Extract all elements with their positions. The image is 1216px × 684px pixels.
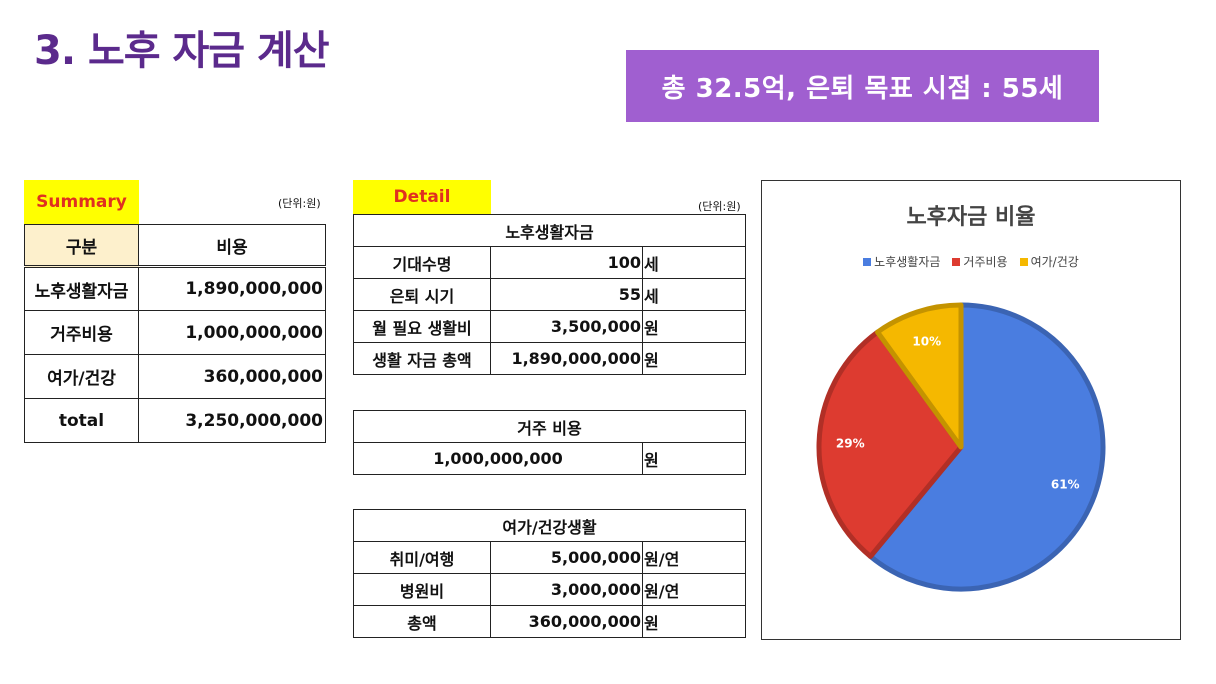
detail-row-unit: 원/연 [642,573,746,606]
housing-cost-header: 거주 비용 [353,410,746,443]
living-cost-header: 노후생활자금 [353,214,746,247]
housing-cost-value: 1,000,000,000 [353,442,643,475]
table-row: 월 필요 생활비 3,500,000 원 [353,310,746,343]
table-row: 취미/여행 5,000,000 원/연 [353,541,746,574]
summary-row-value: 1,890,000,000 [138,266,326,311]
table-row: 은퇴 시기 55 세 [353,278,746,311]
page-title: 3. 노후 자금 계산 [34,28,330,74]
legend-item: 거주비용 [952,253,1008,270]
detail-row-value: 55 [490,278,643,311]
detail-row-label: 기대수명 [353,246,491,279]
summary-row-value: 360,000,000 [138,354,326,399]
detail-row-unit: 원 [642,342,746,375]
legend-swatch [1019,257,1028,266]
detail-tag: Detail [353,180,491,214]
housing-cost-header-row: 거주 비용 [353,410,746,443]
legend-swatch [863,257,872,266]
detail-row-label: 취미/여행 [353,541,491,574]
living-cost-table: 노후생활자금 기대수명 100 세 은퇴 시기 55 세 월 필요 생활비 3,… [353,214,746,375]
table-row: 노후생활자금 1,890,000,000 [24,266,326,311]
chart-title: 노후자금 비율 [906,205,1036,230]
detail-row-unit: 세 [642,278,746,311]
detail-row-value: 100 [490,246,643,279]
detail-row-value: 3,500,000 [490,310,643,343]
legend-label: 여가/건강 [1030,255,1079,269]
pie-chart-panel: 노후자금 비율 노후생활자금 거주비용 여가/건강 61% 29% 10% [761,180,1181,640]
table-row: 여가/건강 360,000,000 [24,354,326,399]
detail-row-label: 생활 자금 총액 [353,342,491,375]
legend-swatch [952,257,961,266]
summary-unit-label: (단위:원) [278,197,321,210]
leisure-cost-table: 여가/건강생활 취미/여행 5,000,000 원/연 병원비 3,000,00… [353,509,746,638]
detail-row-unit: 원/연 [642,541,746,574]
housing-cost-unit: 원 [642,442,746,475]
table-row: 병원비 3,000,000 원/연 [353,573,746,606]
summary-total-label: total [24,398,139,443]
pie-data-label: 10% [912,335,941,349]
detail-row-value: 5,000,000 [490,541,643,574]
pie-data-label: 61% [1051,478,1080,492]
summary-header-row: 구분 비용 [24,224,326,268]
legend-label: 노후생활자금 [874,255,941,269]
summary-row-label: 여가/건강 [24,354,139,399]
summary-total-value: 3,250,000,000 [138,398,326,443]
table-row: 총액 360,000,000 원 [353,605,746,638]
summary-tag: Summary [24,180,139,224]
summary-row-label: 거주비용 [24,310,139,355]
leisure-cost-header-row: 여가/건강생활 [353,509,746,542]
detail-row-label: 월 필요 생활비 [353,310,491,343]
chart-legend: 노후생활자금 거주비용 여가/건강 [762,253,1180,270]
pie-slice-3 [875,302,964,450]
table-row: 1,000,000,000 원 [353,442,746,475]
pie-slice-2 [816,329,964,559]
detail-row-value: 360,000,000 [490,605,643,638]
living-cost-header-row: 노후생활자금 [353,214,746,247]
summary-row-label: 노후생활자금 [24,266,139,311]
pie-slice-1 [867,302,1106,592]
leisure-cost-header: 여가/건강생활 [353,509,746,542]
detail-row-label: 은퇴 시기 [353,278,491,311]
legend-item: 여가/건강 [1019,253,1079,270]
table-row: 생활 자금 총액 1,890,000,000 원 [353,342,746,375]
summary-table: 구분 비용 노후생활자금 1,890,000,000 거주비용 1,000,00… [24,224,326,443]
legend-item: 노후생활자금 [863,253,940,270]
summary-header-cost: 비용 [138,224,326,268]
detail-row-label: 병원비 [353,573,491,606]
table-row: 기대수명 100 세 [353,246,746,279]
legend-label: 거주비용 [963,255,1008,269]
summary-banner: 총 32.5억, 은퇴 목표 시점 : 55세 [626,50,1099,122]
housing-cost-table: 거주 비용 1,000,000,000 원 [353,410,746,475]
pie-chart: 61% 29% 10% [816,302,1106,592]
table-row: total 3,250,000,000 [24,398,326,443]
summary-row-value: 1,000,000,000 [138,310,326,355]
summary-header-category: 구분 [24,224,139,268]
detail-row-value: 3,000,000 [490,573,643,606]
table-row: 거주비용 1,000,000,000 [24,310,326,355]
detail-row-unit: 세 [642,246,746,279]
detail-unit-label: (단위:원) [698,200,741,213]
detail-row-value: 1,890,000,000 [490,342,643,375]
detail-row-unit: 원 [642,605,746,638]
detail-row-unit: 원 [642,310,746,343]
detail-row-label: 총액 [353,605,491,638]
pie-data-label: 29% [836,437,865,451]
